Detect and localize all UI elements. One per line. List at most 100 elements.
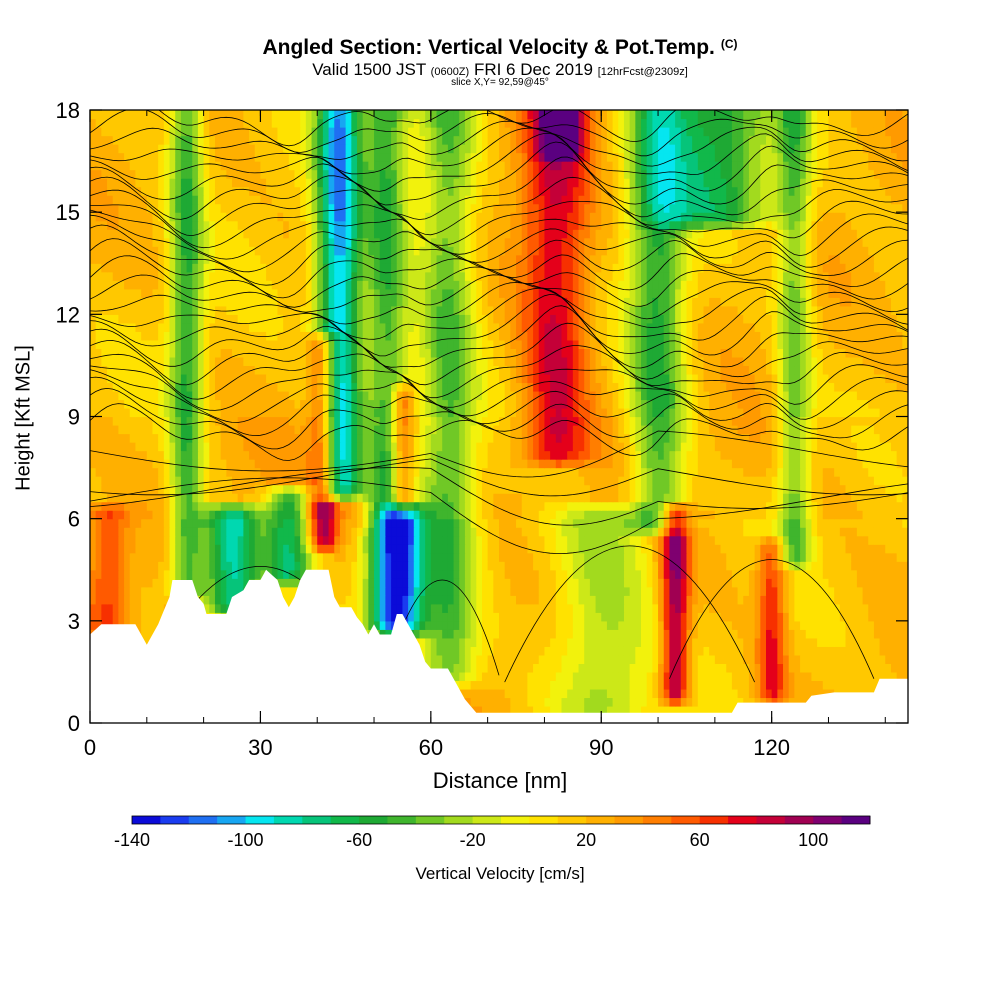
velocity-cell [652,527,659,537]
velocity-cell [402,527,409,537]
velocity-cell [828,527,835,537]
velocity-cell [544,637,551,647]
velocity-cell [334,552,341,562]
velocity-cell [499,646,506,656]
velocity-cell [612,552,619,562]
velocity-cell [186,561,193,571]
velocity-cell [124,527,131,537]
velocity-cell [118,552,125,562]
velocity-cell [794,663,801,673]
velocity-cell [765,680,773,690]
velocity-cell [601,425,608,435]
velocity-cell [885,467,892,477]
velocity-cell [521,510,528,520]
velocity-cell [459,450,466,460]
velocity-cell [623,603,631,613]
velocity-cell [453,612,460,622]
velocity-cell [459,535,466,545]
velocity-cell [669,501,676,511]
velocity-cell [669,654,676,664]
velocity-cell [141,501,148,511]
velocity-cell [533,476,540,486]
velocity-cell [629,680,636,690]
velocity-cell [873,671,881,682]
velocity-cell [419,527,426,537]
velocity-cell [777,612,784,622]
velocity-cell [493,510,500,520]
velocity-cell [271,544,279,554]
velocity-cell [834,663,841,673]
velocity-cell [192,501,199,511]
velocity-cell [720,433,727,443]
velocity-cell [561,518,568,528]
velocity-cell [658,637,665,647]
velocity-cell [663,450,671,460]
velocity-cell [635,629,642,639]
velocity-cell [731,671,739,682]
velocity-cell [720,544,727,554]
velocity-cell [726,501,733,511]
velocity-cell [442,552,449,562]
velocity-cell [249,467,256,477]
velocity-cell [550,654,557,664]
velocity-cell [356,459,364,469]
velocity-cell [646,629,653,639]
velocity-cell [538,467,546,477]
velocity-cell [197,518,205,528]
velocity-cell [748,442,756,452]
velocity-cell [862,671,869,682]
velocity-cell [794,688,801,699]
velocity-cell [254,527,262,537]
velocity-cell [652,501,659,511]
velocity-cell [783,493,790,503]
velocity-cell [612,569,619,579]
velocity-cell [197,493,205,503]
velocity-cell [129,493,137,503]
velocity-cell [879,612,886,622]
velocity-cell [629,688,636,699]
velocity-cell [476,535,483,545]
velocity-cell [726,595,733,605]
velocity-cell [476,527,483,537]
velocity-cell [192,484,199,494]
velocity-cell [817,510,824,520]
velocity-cell [101,450,108,460]
velocity-cell [464,442,472,452]
velocity-cell [794,646,801,656]
velocity-cell [260,535,267,545]
velocity-cell [743,459,750,469]
velocity-cell [300,467,307,477]
velocity-cell [527,569,534,579]
velocity-cell [890,501,898,511]
velocity-cell [447,620,455,630]
velocity-cell [311,552,318,562]
velocity-cell [135,561,142,571]
velocity-cell [197,467,205,477]
velocity-cell [283,552,290,562]
velocity-cell [578,603,585,613]
velocity-cell [589,663,597,673]
velocity-cell [521,501,528,511]
velocity-cell [300,442,307,452]
velocity-cell [601,586,608,596]
velocity-cell [169,493,176,503]
velocity-cell [777,697,784,707]
velocity-cell [606,510,614,520]
velocity-cell [476,518,483,528]
velocity-cell [680,586,688,596]
velocity-cell [731,569,739,579]
velocity-cell [879,637,886,647]
velocity-cell [635,561,642,571]
velocity-cell [811,603,818,613]
velocity-cell [283,433,290,443]
velocity-cell [447,518,455,528]
velocity-cell [652,484,659,494]
velocity-cell [481,569,489,579]
velocity-cell [652,476,659,486]
velocity-cell [703,433,710,443]
velocity-cell [845,476,852,486]
velocity-cell [533,442,540,452]
velocity-cell [368,450,375,460]
velocity-cell [459,561,466,571]
velocity-cell [794,450,801,460]
